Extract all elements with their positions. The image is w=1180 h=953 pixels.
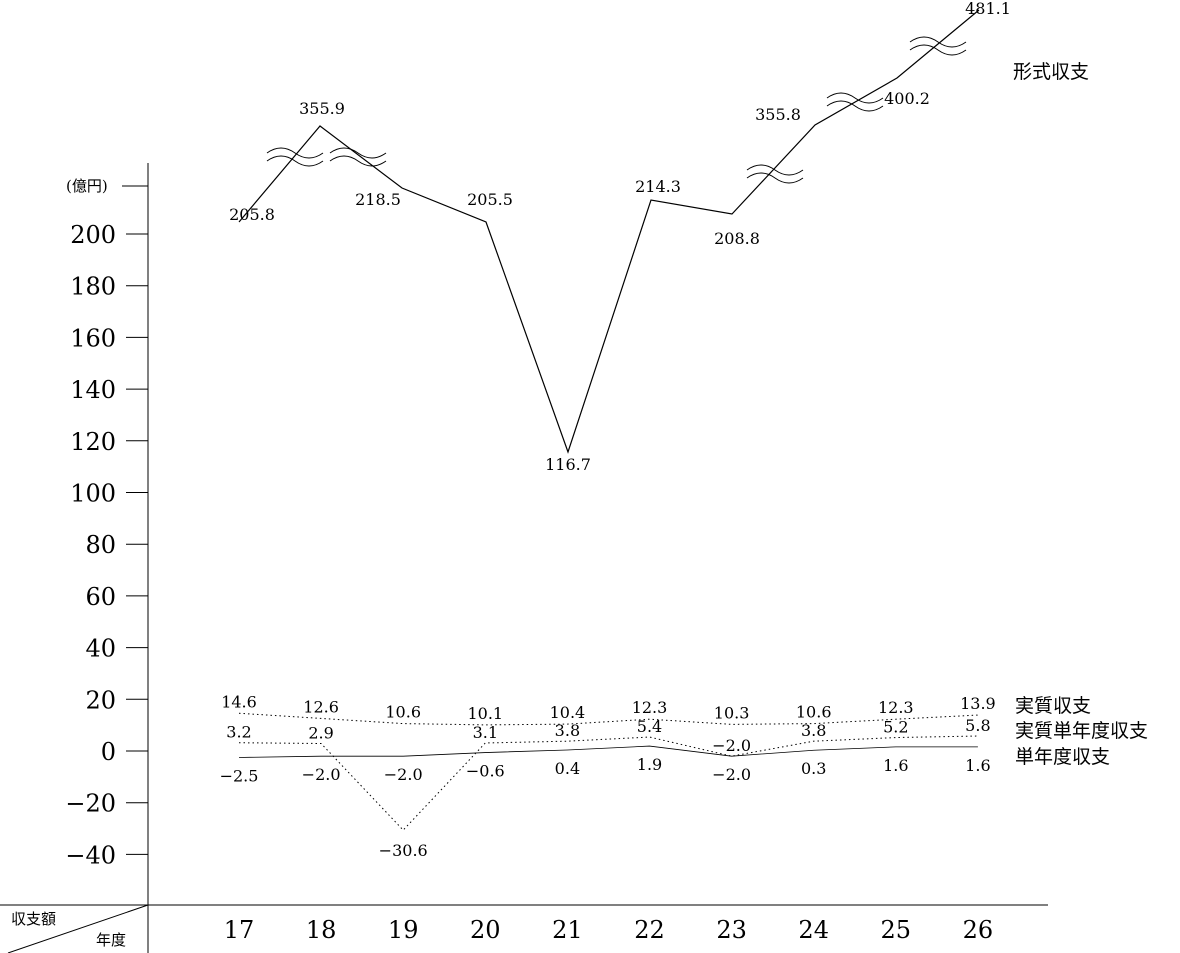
data-label-formal-balance: 205.8 (229, 205, 275, 224)
x-tick-label: 20 (470, 916, 501, 944)
axes (0, 163, 1048, 953)
data-label-formal-balance: 208.8 (714, 229, 760, 248)
data-label-real-balance: 10.1 (467, 704, 503, 723)
series-layer: 205.8 355.9 218.5 205.5 116.7 214.3 208.8 355.8… (220, 0, 1011, 860)
y-tick-label: 100 (70, 480, 116, 508)
data-label-real-balance: 10.4 (550, 703, 586, 722)
axis-break-mark (826, 92, 884, 112)
x-tick-label: 23 (716, 916, 747, 944)
data-label-real-balance: 12.3 (632, 698, 668, 717)
data-label-real-single-year: 3.1 (473, 723, 498, 742)
y-tick-label: 160 (70, 324, 116, 352)
data-label-real-balance: 12.3 (878, 698, 914, 717)
series-line-single-year (238, 745, 978, 758)
data-label-real-single-year: 5.2 (883, 718, 908, 737)
data-label-real-single-year: −30.6 (379, 841, 428, 860)
data-label-single-year: 1.9 (637, 755, 662, 774)
data-label-real-balance: 13.9 (960, 694, 996, 713)
legend-entry: 単年度収支 (1015, 746, 1110, 768)
data-label-single-year: −2.0 (384, 765, 423, 784)
data-label-real-single-year: 5.8 (965, 716, 990, 735)
data-label-real-balance: 14.6 (221, 692, 257, 711)
ylabel-corner: 収支額 (11, 910, 56, 928)
data-label-single-year: −2.5 (220, 766, 259, 785)
data-label-formal-balance: 355.8 (755, 105, 801, 124)
y-tick-label: 20 (85, 686, 116, 714)
y-tick-label: 140 (70, 376, 116, 404)
x-tick-label: 21 (552, 916, 583, 944)
axis-break-mark (909, 36, 967, 56)
data-label-real-single-year: 2.9 (308, 724, 333, 743)
axis-break-mark (329, 147, 387, 167)
data-label-single-year: −2.0 (302, 765, 341, 784)
x-tick-label: 26 (963, 916, 994, 944)
data-label-real-single-year: −2.0 (712, 736, 751, 755)
y-tick-label: −40 (65, 841, 116, 869)
corner-diagonal (7, 904, 149, 953)
y-tick-label: 80 (85, 531, 116, 559)
data-label-formal-balance: 218.5 (355, 190, 401, 209)
data-label-formal-balance: 205.5 (467, 190, 513, 209)
data-label-real-balance: 10.3 (714, 703, 750, 722)
y-tick-label: 0 (101, 738, 116, 766)
series-line-real-balance (238, 712, 978, 726)
y-tick-label: −20 (65, 790, 116, 818)
data-label-real-single-year: 3.8 (555, 721, 580, 740)
x-tick-label: 17 (224, 916, 255, 944)
x-tick-label: 24 (798, 916, 829, 944)
data-label-formal-balance: 481.1 (965, 0, 1011, 18)
x-tick-label: 22 (634, 916, 665, 944)
data-label-formal-balance: 400.2 (884, 89, 930, 108)
unit-label: (億円) (66, 177, 108, 195)
data-label-real-balance: 10.6 (385, 703, 421, 722)
data-label-single-year: 1.6 (965, 756, 990, 775)
x-tick-label: 19 (388, 916, 419, 944)
y-tick-label: 180 (70, 273, 116, 301)
x-tick-label: 18 (306, 916, 337, 944)
legend-entry: 形式収支 (1013, 61, 1089, 83)
data-label-real-single-year: 3.2 (226, 723, 251, 742)
data-label-formal-balance: 116.7 (545, 455, 591, 474)
data-label-formal-balance: 355.9 (299, 99, 345, 118)
data-label-real-balance: 12.6 (303, 697, 339, 716)
data-label-single-year: 1.6 (883, 756, 908, 775)
data-label-real-single-year: 5.4 (637, 717, 662, 736)
y-tick-label: 120 (70, 428, 116, 456)
xlabel-corner: 年度 (96, 931, 126, 949)
series-line-real-single-year (238, 735, 978, 831)
data-label-real-balance: 10.6 (796, 703, 832, 722)
data-label-formal-balance: 214.3 (635, 177, 681, 196)
data-label-single-year: −2.0 (712, 765, 751, 784)
y-tick-label: 40 (85, 635, 116, 663)
legend-entry: 実質収支 (1015, 695, 1091, 717)
axis-break-mark (746, 164, 804, 184)
series-line-formal-balance (238, 9, 980, 454)
data-label-single-year: 0.3 (801, 759, 826, 778)
data-label-single-year: −0.6 (466, 762, 505, 781)
y-tick-label: 60 (85, 583, 116, 611)
x-ticks: 17 18 19 20 21 22 23 24 25 26 (224, 916, 993, 944)
axis-break-mark (266, 147, 324, 167)
legend-entry: 実質単年度収支 (1015, 720, 1148, 742)
data-label-real-single-year: 3.8 (801, 721, 826, 740)
y-tick-label: 200 (70, 221, 116, 249)
x-tick-label: 25 (881, 916, 912, 944)
data-label-single-year: 0.4 (555, 759, 580, 778)
